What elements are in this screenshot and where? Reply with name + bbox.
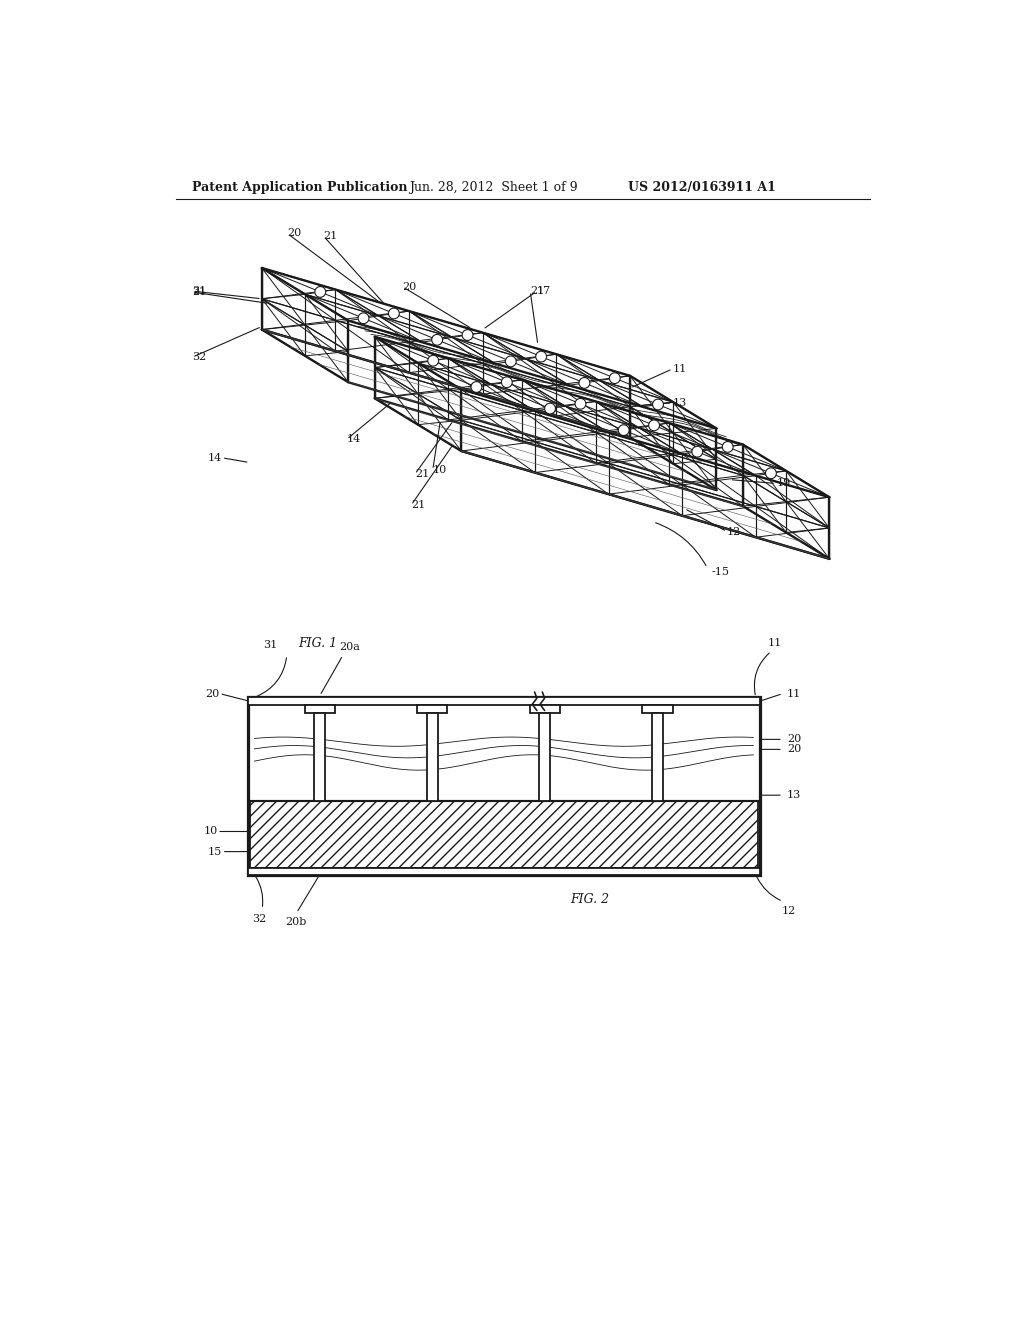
Circle shape <box>536 351 547 362</box>
Text: -15: -15 <box>712 566 729 577</box>
Text: 10: 10 <box>433 465 446 475</box>
Circle shape <box>314 286 326 297</box>
Bar <box>314 713 326 801</box>
Circle shape <box>652 399 664 411</box>
Circle shape <box>692 446 702 457</box>
Bar <box>652 713 663 801</box>
Text: 20: 20 <box>786 734 801 744</box>
Circle shape <box>648 420 659 430</box>
Circle shape <box>506 356 516 367</box>
Text: 20: 20 <box>287 228 301 239</box>
Text: 12: 12 <box>727 527 741 536</box>
Text: 11: 11 <box>786 689 801 698</box>
Text: 13: 13 <box>673 397 687 408</box>
Bar <box>304 705 335 713</box>
Circle shape <box>471 381 482 392</box>
Circle shape <box>579 378 590 388</box>
Bar <box>250 801 758 869</box>
Text: 17: 17 <box>537 286 551 296</box>
Circle shape <box>358 313 369 323</box>
Circle shape <box>722 441 733 453</box>
Circle shape <box>766 467 776 479</box>
Bar <box>427 713 437 801</box>
Text: 20: 20 <box>786 744 801 754</box>
Circle shape <box>618 425 629 436</box>
Text: 19: 19 <box>776 478 791 488</box>
Text: 21: 21 <box>415 469 429 479</box>
Bar <box>248 697 760 875</box>
Bar <box>529 705 560 713</box>
Text: FIG. 2: FIG. 2 <box>570 892 609 906</box>
Text: 20: 20 <box>206 689 220 698</box>
Bar <box>540 713 550 801</box>
Text: 31: 31 <box>193 286 207 296</box>
Text: 13: 13 <box>786 791 801 800</box>
Text: 20b: 20b <box>285 917 306 927</box>
Text: 20: 20 <box>402 281 417 292</box>
Bar <box>248 869 760 875</box>
Text: 21: 21 <box>193 286 207 297</box>
Circle shape <box>575 399 586 409</box>
Bar <box>248 697 760 705</box>
Bar <box>642 705 673 713</box>
Text: 20a: 20a <box>339 643 360 652</box>
Circle shape <box>545 403 555 414</box>
Text: 11: 11 <box>673 364 687 374</box>
Circle shape <box>388 308 399 319</box>
Text: 14: 14 <box>346 434 360 445</box>
Text: 21: 21 <box>530 286 545 296</box>
Text: 15: 15 <box>208 846 222 857</box>
Text: FIG. 1: FIG. 1 <box>299 638 338 649</box>
Text: 14: 14 <box>208 453 222 463</box>
Text: Patent Application Publication: Patent Application Publication <box>191 181 408 194</box>
Bar <box>417 705 447 713</box>
Text: 10: 10 <box>203 826 217 837</box>
Text: 11: 11 <box>767 639 781 648</box>
Text: 31: 31 <box>263 640 278 649</box>
Circle shape <box>609 372 621 384</box>
Text: 32: 32 <box>252 915 266 924</box>
Text: Jun. 28, 2012  Sheet 1 of 9: Jun. 28, 2012 Sheet 1 of 9 <box>410 181 578 194</box>
Text: 12: 12 <box>781 907 796 916</box>
Circle shape <box>428 355 438 366</box>
Text: US 2012/0163911 A1: US 2012/0163911 A1 <box>628 181 776 194</box>
Circle shape <box>502 376 512 388</box>
Text: 21: 21 <box>324 231 338 242</box>
Text: 32: 32 <box>193 352 207 362</box>
Circle shape <box>432 334 442 346</box>
Circle shape <box>462 330 473 341</box>
Text: 21: 21 <box>411 500 425 511</box>
